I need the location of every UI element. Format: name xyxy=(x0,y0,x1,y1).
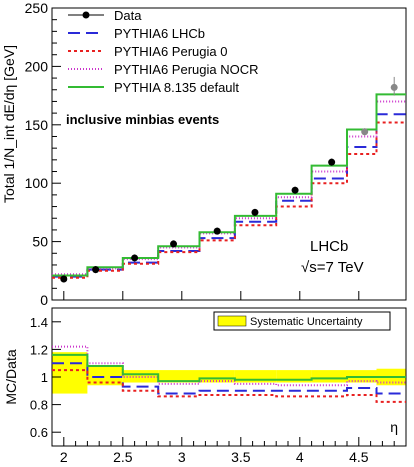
data-point xyxy=(131,254,139,262)
data-point xyxy=(213,227,221,235)
data-point xyxy=(361,128,369,136)
data-point xyxy=(170,240,178,248)
series-pythia6-perugia-nocr xyxy=(52,100,406,276)
x-tick-label: 2 xyxy=(60,449,68,465)
systematic-band xyxy=(199,370,235,383)
y-axis-label-ratio: MC/Data xyxy=(3,349,19,404)
y-tick-label: 200 xyxy=(25,58,49,74)
y-tick-label: 1.2 xyxy=(30,342,48,357)
legend-data-marker xyxy=(82,11,90,19)
legend-label: Data xyxy=(114,8,142,23)
annotation-minbias: inclusive minbias events xyxy=(66,112,219,127)
y-tick-label: 1 xyxy=(41,370,48,385)
y-tick-label: 0 xyxy=(40,292,48,308)
legend-label: PYTHIA6 LHCb xyxy=(114,26,205,41)
y-tick-label: 1.4 xyxy=(30,315,48,330)
data-point xyxy=(60,275,68,283)
y-tick-label: 0.8 xyxy=(30,398,48,413)
series-pythia6-perugia-0 xyxy=(52,121,406,279)
data-point xyxy=(251,208,259,216)
systematic-band xyxy=(158,370,200,383)
legend-label: PYTHIA6 Perugia 0 xyxy=(114,44,227,59)
ratio-pythia6-lhcb xyxy=(52,362,406,395)
y-tick-label: 0.6 xyxy=(30,425,48,440)
x-tick-label: 2.5 xyxy=(113,449,133,465)
data-point xyxy=(291,186,299,194)
legend-label: PYTHIA 8.135 default xyxy=(114,80,239,95)
bottom-panel: 0.6 0.8 1 1.2 1.4 2 2.5 3 3.5 4 4.5 MC/Data η Systema… xyxy=(3,307,407,465)
ratio-pythia6-perugia-0 xyxy=(52,369,406,403)
series-pythia-8-135-default xyxy=(52,93,406,277)
legend-label: PYTHIA6 Perugia NOCR xyxy=(114,62,259,77)
data-point xyxy=(92,266,100,274)
annotation-lhcb: LHCb xyxy=(310,238,348,255)
y-tick-label: 100 xyxy=(25,175,49,191)
y-tick-label: 150 xyxy=(25,117,49,133)
top-panel: 0 50 100 150 200 250 Total 1/N_int dE/dη [GeV]… xyxy=(1,0,407,308)
systematic-band xyxy=(122,370,159,383)
annotation-energy: √s=7 TeV xyxy=(301,259,364,276)
y-tick-label: 50 xyxy=(32,234,48,250)
x-tick-label: 3.5 xyxy=(231,449,251,465)
systematic-band xyxy=(52,352,88,394)
data-point xyxy=(390,83,398,91)
y-axis-label: Total 1/N_int dE/dη [GeV] xyxy=(1,45,17,203)
top-plot-frame xyxy=(51,7,407,301)
x-axis-label: η xyxy=(390,419,398,435)
band-legend-swatch xyxy=(217,315,247,327)
x-tick-label: 3 xyxy=(178,449,186,465)
band-legend-label: Systematic Uncertainty xyxy=(250,316,363,328)
x-tick-label: 4 xyxy=(296,449,304,465)
systematic-band xyxy=(87,365,123,386)
series-pythia6-lhcb xyxy=(52,113,406,278)
ratio-pythia-8-135-default xyxy=(52,353,406,383)
x-tick-label: 4.5 xyxy=(349,449,369,465)
data-point xyxy=(328,158,336,166)
y-tick-label: 250 xyxy=(25,0,49,16)
systematic-band xyxy=(311,370,347,383)
band-legend-box xyxy=(213,311,391,331)
ratio-pythia6-perugia-nocr xyxy=(52,345,406,387)
